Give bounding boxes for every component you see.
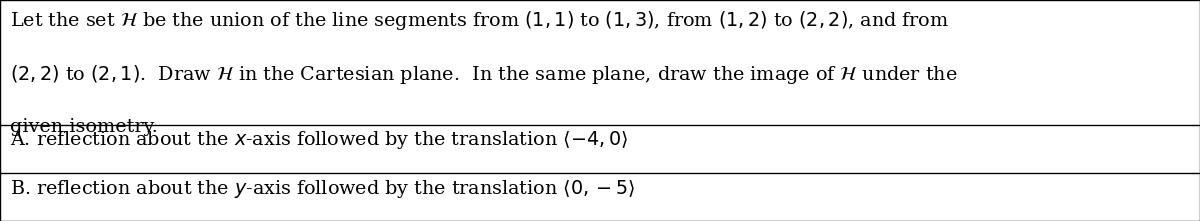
Text: A. reflection about the $x$-axis followed by the translation $\langle{-4,0}\rang: A. reflection about the $x$-axis followe…: [10, 129, 628, 151]
Text: B. reflection about the $y$-axis followed by the translation $\langle{0,-5}\rang: B. reflection about the $y$-axis followe…: [10, 178, 635, 200]
Text: $(2,2)$ to $(2,1)$.  Draw $\mathcal{H}$ in the Cartesian plane.  In the same pla: $(2,2)$ to $(2,1)$. Draw $\mathcal{H}$ i…: [10, 63, 958, 86]
Text: Let the set $\mathcal{H}$ be the union of the line segments from $(1,1)$ to $(1,: Let the set $\mathcal{H}$ be the union o…: [10, 9, 949, 32]
Text: given isometry.: given isometry.: [10, 118, 157, 136]
